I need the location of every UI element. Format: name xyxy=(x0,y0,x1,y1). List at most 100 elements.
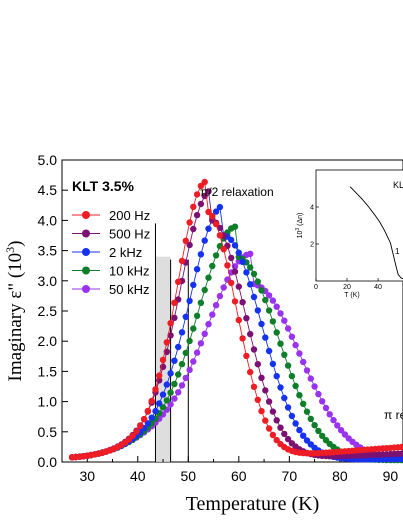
data-point xyxy=(205,321,212,328)
data-point xyxy=(315,390,322,398)
legend-title: KLT 3.5% xyxy=(72,178,135,194)
data-point xyxy=(277,384,284,391)
data-point xyxy=(281,394,288,402)
data-point xyxy=(247,264,254,271)
legend-marker xyxy=(82,211,90,219)
data-point xyxy=(254,307,261,314)
data-point xyxy=(129,432,136,440)
data-point xyxy=(186,366,193,374)
data-point xyxy=(201,178,208,186)
data-point xyxy=(398,455,403,463)
data-point xyxy=(175,371,182,378)
data-point xyxy=(265,307,273,314)
legend-label: 200 Hz xyxy=(109,208,150,223)
data-point xyxy=(182,237,189,244)
inset-annotation: 1 xyxy=(395,247,400,256)
data-point xyxy=(228,254,235,262)
data-point xyxy=(273,303,280,310)
data-point xyxy=(212,252,220,259)
data-point xyxy=(171,357,178,364)
data-point xyxy=(307,375,314,382)
y-tick-label: 3.5 xyxy=(38,243,58,259)
data-point xyxy=(265,398,273,405)
data-point xyxy=(296,392,303,399)
data-point xyxy=(193,266,201,273)
data-point xyxy=(337,427,345,434)
data-point xyxy=(190,203,197,210)
legend-item: 50 kHz xyxy=(72,282,149,297)
data-point xyxy=(197,251,205,258)
data-point xyxy=(167,320,174,327)
legend-item: 500 Hz xyxy=(72,227,150,242)
data-point xyxy=(239,299,246,306)
data-point xyxy=(216,232,224,239)
data-point xyxy=(303,408,311,415)
data-point xyxy=(163,339,170,346)
data-point xyxy=(262,296,269,304)
data-point xyxy=(148,397,155,405)
data-point xyxy=(247,281,254,288)
series-layer xyxy=(68,178,403,464)
data-point xyxy=(292,382,299,390)
data-point xyxy=(220,284,227,291)
data-point xyxy=(322,404,330,412)
data-point xyxy=(281,317,288,324)
y-tick-label: 2.5 xyxy=(38,303,58,319)
data-point xyxy=(167,370,174,377)
main-plot: 30 40 50 60 70 80 90 0.00.51.01.52.02.53.03.54… xyxy=(3,152,403,515)
data-point xyxy=(288,333,296,340)
data-point xyxy=(186,337,193,345)
data-point xyxy=(175,343,182,351)
data-point xyxy=(269,360,277,368)
data-point xyxy=(258,320,265,328)
data-point xyxy=(197,340,205,347)
data-point xyxy=(212,220,220,228)
data-point xyxy=(307,415,314,423)
data-point xyxy=(262,417,269,424)
data-point xyxy=(284,362,292,369)
data-point xyxy=(193,211,201,219)
data-point xyxy=(247,368,254,376)
data-point xyxy=(137,422,144,430)
data-point xyxy=(190,281,197,289)
data-point xyxy=(171,299,178,306)
data-point xyxy=(178,382,186,389)
data-point xyxy=(144,420,152,427)
data-point xyxy=(254,396,261,403)
x-tick-label: 50 xyxy=(181,468,197,484)
data-point xyxy=(303,367,311,374)
legend: KLT 3.5% 200 Hz 500 Hz 2 kHz 10 kHz 50 kHz xyxy=(72,178,150,297)
annotation-relaxation: π/2 relaxation xyxy=(200,185,274,199)
annotation-pi-relaxation: π re xyxy=(384,408,403,422)
data-point xyxy=(334,422,341,429)
data-point xyxy=(296,350,303,357)
data-point xyxy=(265,347,273,355)
data-point xyxy=(326,411,333,418)
series-200-hz xyxy=(68,178,403,461)
data-point xyxy=(269,431,277,439)
inset-y-axis-label: 103 (Δn) xyxy=(295,213,304,239)
data-point xyxy=(190,225,197,233)
data-point xyxy=(193,312,201,319)
data-point xyxy=(201,237,208,244)
x-tick-label: 80 xyxy=(332,468,348,484)
data-point xyxy=(243,352,250,360)
data-point xyxy=(269,297,277,304)
data-point xyxy=(228,279,235,287)
y-tick-label: 4.5 xyxy=(38,182,58,198)
data-point xyxy=(273,417,280,424)
data-point xyxy=(269,408,277,415)
data-point xyxy=(152,386,159,393)
legend-item: 2 kHz xyxy=(72,245,142,260)
data-point xyxy=(398,450,403,457)
data-point xyxy=(205,208,212,216)
inset-x-tick-label: 20 xyxy=(343,284,351,291)
data-point xyxy=(231,223,239,230)
data-point xyxy=(319,432,326,440)
data-point xyxy=(186,241,193,249)
data-point xyxy=(265,425,273,432)
data-point xyxy=(235,249,242,256)
x-axis-label: Temperature (K) xyxy=(186,493,320,515)
data-point xyxy=(175,389,182,396)
y-tick-label: 2.0 xyxy=(38,333,58,349)
